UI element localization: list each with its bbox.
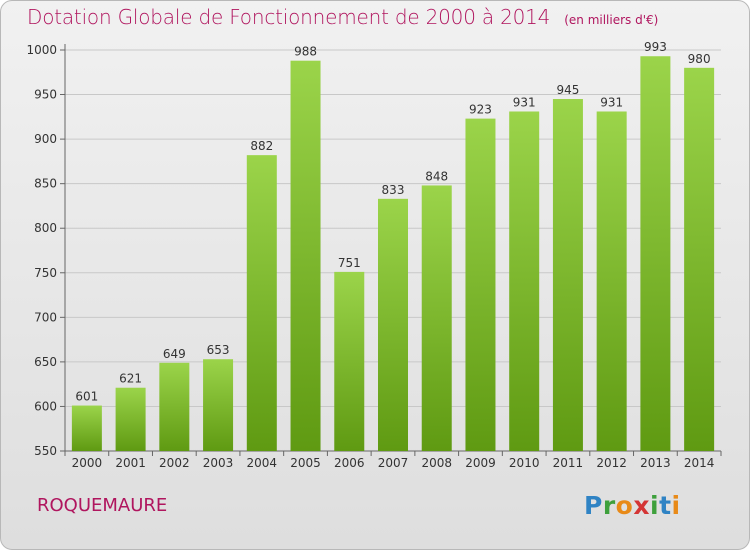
data-label: 882 xyxy=(250,139,273,153)
x-tick-label: 2006 xyxy=(334,456,365,470)
data-label: 751 xyxy=(338,256,361,270)
bar xyxy=(640,56,671,451)
data-label: 988 xyxy=(294,45,317,59)
bar xyxy=(246,155,277,451)
bar xyxy=(203,359,234,451)
axes: 550 600 650 700 750 800 850 900 950 1000 2000 2001 2… xyxy=(26,43,722,470)
y-tick-label: 800 xyxy=(34,221,57,235)
proxiti-logo[interactable]: Proxiti xyxy=(584,491,681,520)
x-tick-label: 2011 xyxy=(553,456,584,470)
x-tick-label: 2013 xyxy=(640,456,671,470)
x-tick-label: 2009 xyxy=(465,456,496,470)
bar xyxy=(684,67,715,452)
y-tick-label: 600 xyxy=(34,399,57,413)
data-label: 621 xyxy=(119,372,142,386)
x-tick-label: 2002 xyxy=(159,456,190,470)
x-tick-label: 2008 xyxy=(421,456,452,470)
bar xyxy=(71,405,102,451)
x-tick-label: 2010 xyxy=(509,456,540,470)
data-label: 833 xyxy=(382,183,405,197)
chart-title: Dotation Globale de Fonctionnement de 20… xyxy=(27,5,658,29)
bar xyxy=(378,198,408,451)
data-label: 649 xyxy=(163,347,186,361)
x-tick-label: 2000 xyxy=(72,456,103,470)
y-tick-label: 900 xyxy=(34,132,57,146)
logo-letter: o xyxy=(615,491,634,520)
y-tick-label: 950 xyxy=(34,88,57,102)
data-label: 923 xyxy=(469,103,492,117)
data-label: 945 xyxy=(556,83,579,97)
data-label: 848 xyxy=(425,169,448,183)
logo-letter: i xyxy=(650,491,660,520)
logo-letter: i xyxy=(671,491,681,520)
logo-letter: P xyxy=(584,491,603,520)
data-label: 653 xyxy=(207,343,230,357)
bar xyxy=(290,60,321,452)
logo-letter: x xyxy=(633,491,650,520)
logo-letter: r xyxy=(602,491,616,520)
y-tick-label: 650 xyxy=(34,355,57,369)
bar xyxy=(552,99,583,451)
data-label: 931 xyxy=(513,95,536,109)
x-tick-label: 2012 xyxy=(596,456,627,470)
y-tick-label: 700 xyxy=(34,310,57,324)
bar xyxy=(159,362,190,451)
subtitle-text: (en milliers d'€) xyxy=(564,13,659,27)
logo-letter: t xyxy=(659,491,672,520)
data-label: 601 xyxy=(75,390,98,404)
bar xyxy=(465,118,496,452)
x-tick-label: 2001 xyxy=(115,456,146,470)
y-tick-label: 1000 xyxy=(26,43,57,57)
y-tick-label: 550 xyxy=(34,444,57,458)
labels: 601 621 649 653 882 988 751 833 848 923 931 945 931 9… xyxy=(75,40,710,403)
bar xyxy=(115,387,146,451)
x-tick-label: 2014 xyxy=(684,456,715,470)
y-tick-label: 850 xyxy=(34,177,57,191)
data-label: 931 xyxy=(600,95,623,109)
x-tick-label: 2003 xyxy=(203,456,234,470)
bar xyxy=(509,111,540,451)
bar xyxy=(421,185,452,451)
data-label: 980 xyxy=(688,52,711,66)
bars xyxy=(71,56,715,452)
y-tick-label: 750 xyxy=(34,266,57,280)
title-text: Dotation Globale de Fonctionnement de 20… xyxy=(27,5,551,29)
commune-name: ROQUEMAURE xyxy=(37,495,168,516)
x-tick-label: 2005 xyxy=(290,456,321,470)
x-tick-label: 2007 xyxy=(378,456,409,470)
bar xyxy=(596,111,627,451)
bar xyxy=(334,271,365,451)
x-tick-label: 2004 xyxy=(247,456,278,470)
data-label: 993 xyxy=(644,40,667,54)
